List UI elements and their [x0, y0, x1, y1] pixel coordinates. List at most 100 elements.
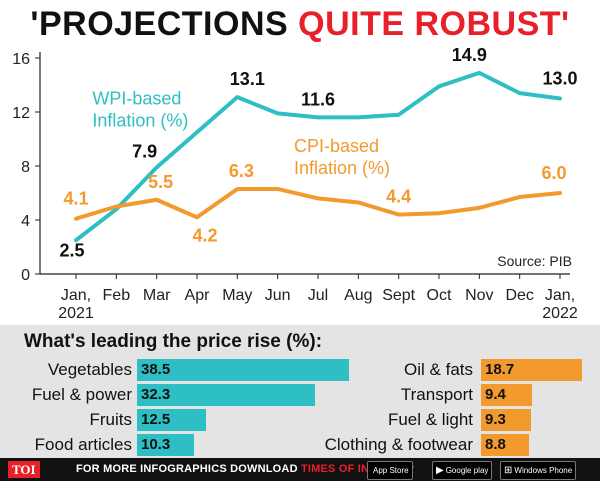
data-point [195, 130, 199, 134]
bar-left: 12.5 [137, 409, 206, 431]
price-rise-title: What's leading the price rise (%): [24, 331, 323, 352]
data-label: 2.5 [59, 240, 84, 260]
series-line-cpi [74, 186, 562, 221]
data-point [235, 95, 239, 99]
data-point [437, 84, 441, 88]
x-tick-label: Jan, 2022 [542, 287, 578, 322]
store-badge[interactable]: App Store [367, 461, 413, 480]
data-label: 4.1 [63, 189, 88, 209]
bar-value: 9.3 [485, 411, 506, 428]
data-label: 7.9 [132, 141, 157, 161]
bar-label-left: Vegetables [47, 360, 132, 379]
inflation-line-chart: 0 4 8 12 16 Jan, 2021 Feb Mar Apr May Jun Jul Aug Sept… [12, 45, 578, 322]
data-point [518, 195, 522, 199]
bar-value: 10.3 [141, 436, 171, 453]
data-point [437, 211, 441, 215]
bar-left: 10.3 [137, 434, 194, 456]
store-badge-label: App Store [373, 466, 409, 475]
data-point [155, 198, 159, 202]
y-tick-label: 4 [21, 213, 30, 230]
y-tick-label: 0 [21, 267, 30, 284]
bar-right: 18.7 [481, 359, 582, 381]
data-point [74, 217, 78, 221]
x-tick-label: Nov [465, 287, 493, 304]
bar-left: 32.3 [137, 384, 315, 406]
data-point [397, 213, 401, 217]
y-tick-label: 8 [21, 159, 30, 176]
data-point [518, 91, 522, 95]
headline-part-1: 'PROJECTIONS [30, 5, 289, 43]
data-point [74, 238, 78, 242]
x-tick-label: Apr [185, 287, 211, 304]
series-name-wpi: WPI-based Inflation (%) [92, 89, 188, 131]
bar-right: 8.8 [481, 434, 529, 456]
bar-label-right: Clothing & footwear [324, 435, 473, 454]
play-icon: ▶ [436, 465, 444, 476]
bar-right: 9.4 [481, 384, 532, 406]
bar-value: 12.5 [141, 411, 171, 428]
store-badge[interactable]: ⊞ Windows Phone [500, 461, 577, 480]
footer-banner[interactable]: TOI FOR MORE INFOGRAPHICS DOWNLOAD TIMES… [0, 458, 600, 481]
x-tick-label: Sept [382, 287, 415, 304]
data-point [316, 115, 320, 119]
bar-label-right: Fuel & light [387, 410, 473, 429]
bar-label-right: Transport [400, 385, 473, 404]
data-point [477, 206, 481, 210]
toi-logo: TOI [8, 461, 40, 478]
data-point [558, 191, 562, 195]
data-label: 5.5 [148, 172, 173, 192]
data-point [356, 200, 360, 204]
price-rise-panel: What's leading the price rise (%): Veget… [0, 325, 600, 458]
bar-label-left: Fruits [89, 410, 133, 429]
windows-icon: ⊞ [504, 465, 513, 476]
y-tick-label: 16 [12, 51, 30, 68]
x-tick-label: Oct [427, 287, 452, 304]
data-point [155, 165, 159, 169]
bar-value: 38.5 [141, 361, 171, 378]
data-point [235, 187, 239, 191]
x-tick-label: Jan, 2021 [58, 287, 94, 322]
bar-right: 9.3 [481, 409, 531, 431]
source-label: Source: PIB [497, 253, 572, 269]
bar-value: 18.7 [485, 361, 515, 378]
data-label: 14.9 [452, 45, 487, 65]
x-tick-label: Dec [505, 287, 533, 304]
data-point [276, 187, 280, 191]
x-tick-label: Aug [344, 287, 372, 304]
data-point [195, 215, 199, 219]
data-point [477, 71, 481, 75]
store-badge[interactable]: ▶ Google play [432, 461, 493, 480]
data-label: 6.3 [229, 161, 254, 181]
bar-value: 32.3 [141, 386, 171, 403]
x-tick-label: Jul [308, 287, 328, 304]
x-tick-label: Jun [265, 287, 291, 304]
data-label: 13.1 [230, 69, 265, 89]
data-point [356, 115, 360, 119]
data-label: 4.2 [192, 225, 217, 245]
data-label: 11.6 [301, 89, 335, 109]
bar-value: 8.8 [485, 436, 506, 453]
headline: 'PROJECTIONS QUITE ROBUST' [0, 2, 600, 46]
data-point [114, 205, 118, 208]
data-point [397, 113, 401, 117]
x-tick-label: Feb [103, 287, 131, 304]
data-label: 4.4 [386, 187, 411, 207]
bar-label-right: Oil & fats [404, 360, 473, 379]
bar-label-left: Food articles [34, 435, 132, 454]
store-badge-label: Windows Phone [514, 466, 573, 475]
data-point [558, 97, 562, 100]
data-point [276, 111, 280, 115]
data-label: 6.0 [541, 163, 566, 183]
footer-text: FOR MORE INFOGRAPHICS DOWNLOAD TIMES OF … [76, 458, 414, 481]
footer-text-white: FOR MORE INFOGRAPHICS DOWNLOAD [76, 463, 298, 475]
x-tick-label: May [222, 287, 252, 304]
y-tick-label: 12 [12, 105, 30, 122]
data-label: 13.0 [542, 69, 577, 89]
bar-left: 38.5 [137, 359, 349, 381]
bar-label-left: Fuel & power [31, 385, 132, 404]
x-tick-label: Mar [143, 287, 171, 304]
series-name-cpi: CPI-based Inflation (%) [294, 136, 390, 178]
bar-value: 9.4 [485, 386, 506, 403]
store-badge-label: Google play [445, 466, 489, 475]
